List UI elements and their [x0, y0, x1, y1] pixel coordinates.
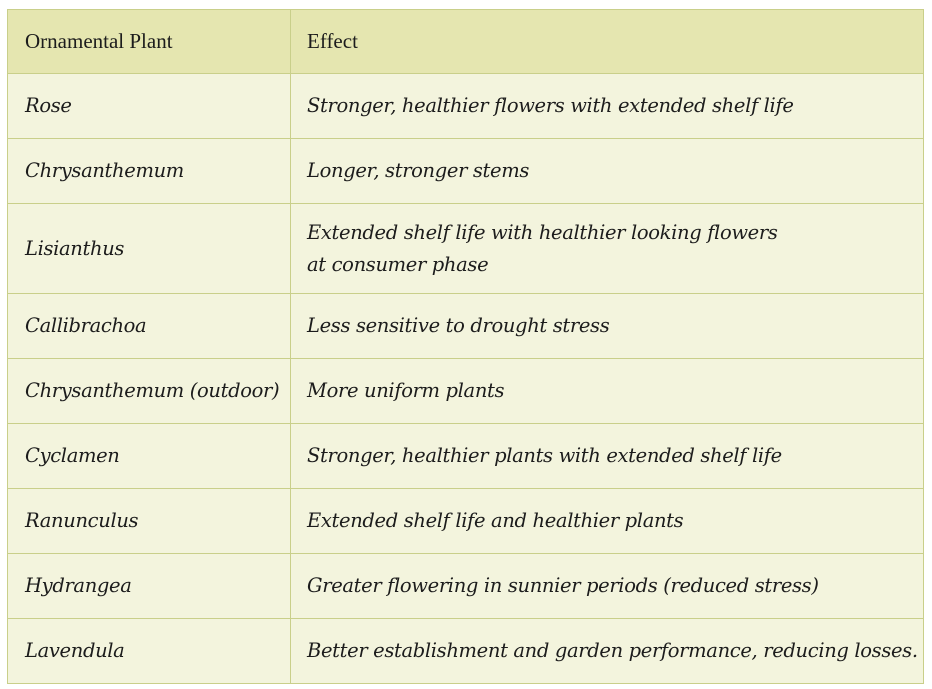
table-row: Ranunculus Extended shelf life and healt…	[7, 488, 924, 554]
effect-cell: More uniform plants	[290, 358, 924, 424]
table-row: Cyclamen Stronger, healthier plants with…	[7, 423, 924, 489]
effect-line: at consumer phase	[307, 252, 489, 276]
plant-cell: Chrysanthemum	[7, 138, 291, 204]
table-row: Chrysanthemum Longer, stronger stems	[7, 138, 924, 204]
table-body: Rose Stronger, healthier flowers with ex…	[7, 73, 924, 684]
plant-cell: Ranunculus	[7, 488, 291, 554]
effect-line: Extended shelf life with healthier looki…	[307, 220, 778, 244]
table-row: Rose Stronger, healthier flowers with ex…	[7, 73, 924, 139]
plant-cell: Rose	[7, 73, 291, 139]
table-row: Lavendula Better establishment and garde…	[7, 618, 924, 684]
effect-cell: Greater flowering in sunnier periods (re…	[290, 553, 924, 619]
effect-cell: Better establishment and garden performa…	[290, 618, 924, 684]
effect-cell: Extended shelf life with healthier looki…	[290, 203, 924, 294]
header-effect: Effect	[290, 9, 924, 74]
plant-cell: Chrysanthemum (outdoor)	[7, 358, 291, 424]
table-row: Callibrachoa Less sensitive to drought s…	[7, 293, 924, 359]
ornamental-plant-effects-table: Ornamental Plant Effect Rose Stronger, h…	[7, 9, 924, 684]
effect-cell: Longer, stronger stems	[290, 138, 924, 204]
header-ornamental-plant: Ornamental Plant	[7, 9, 291, 74]
table-row: Chrysanthemum (outdoor) More uniform pla…	[7, 358, 924, 424]
effect-cell: Stronger, healthier plants with extended…	[290, 423, 924, 489]
effect-cell: Less sensitive to drought stress	[290, 293, 924, 359]
header-row: Ornamental Plant Effect	[7, 9, 924, 74]
plant-cell: Callibrachoa	[7, 293, 291, 359]
plant-cell: Cyclamen	[7, 423, 291, 489]
effect-cell: Extended shelf life and healthier plants	[290, 488, 924, 554]
table-header: Ornamental Plant Effect	[7, 9, 924, 74]
effect-cell: Stronger, healthier flowers with extende…	[290, 73, 924, 139]
plant-cell: Hydrangea	[7, 553, 291, 619]
plant-cell: Lavendula	[7, 618, 291, 684]
table-row: Hydrangea Greater flowering in sunnier p…	[7, 553, 924, 619]
plant-cell: Lisianthus	[7, 203, 291, 294]
table-row: Lisianthus Extended shelf life with heal…	[7, 203, 924, 294]
